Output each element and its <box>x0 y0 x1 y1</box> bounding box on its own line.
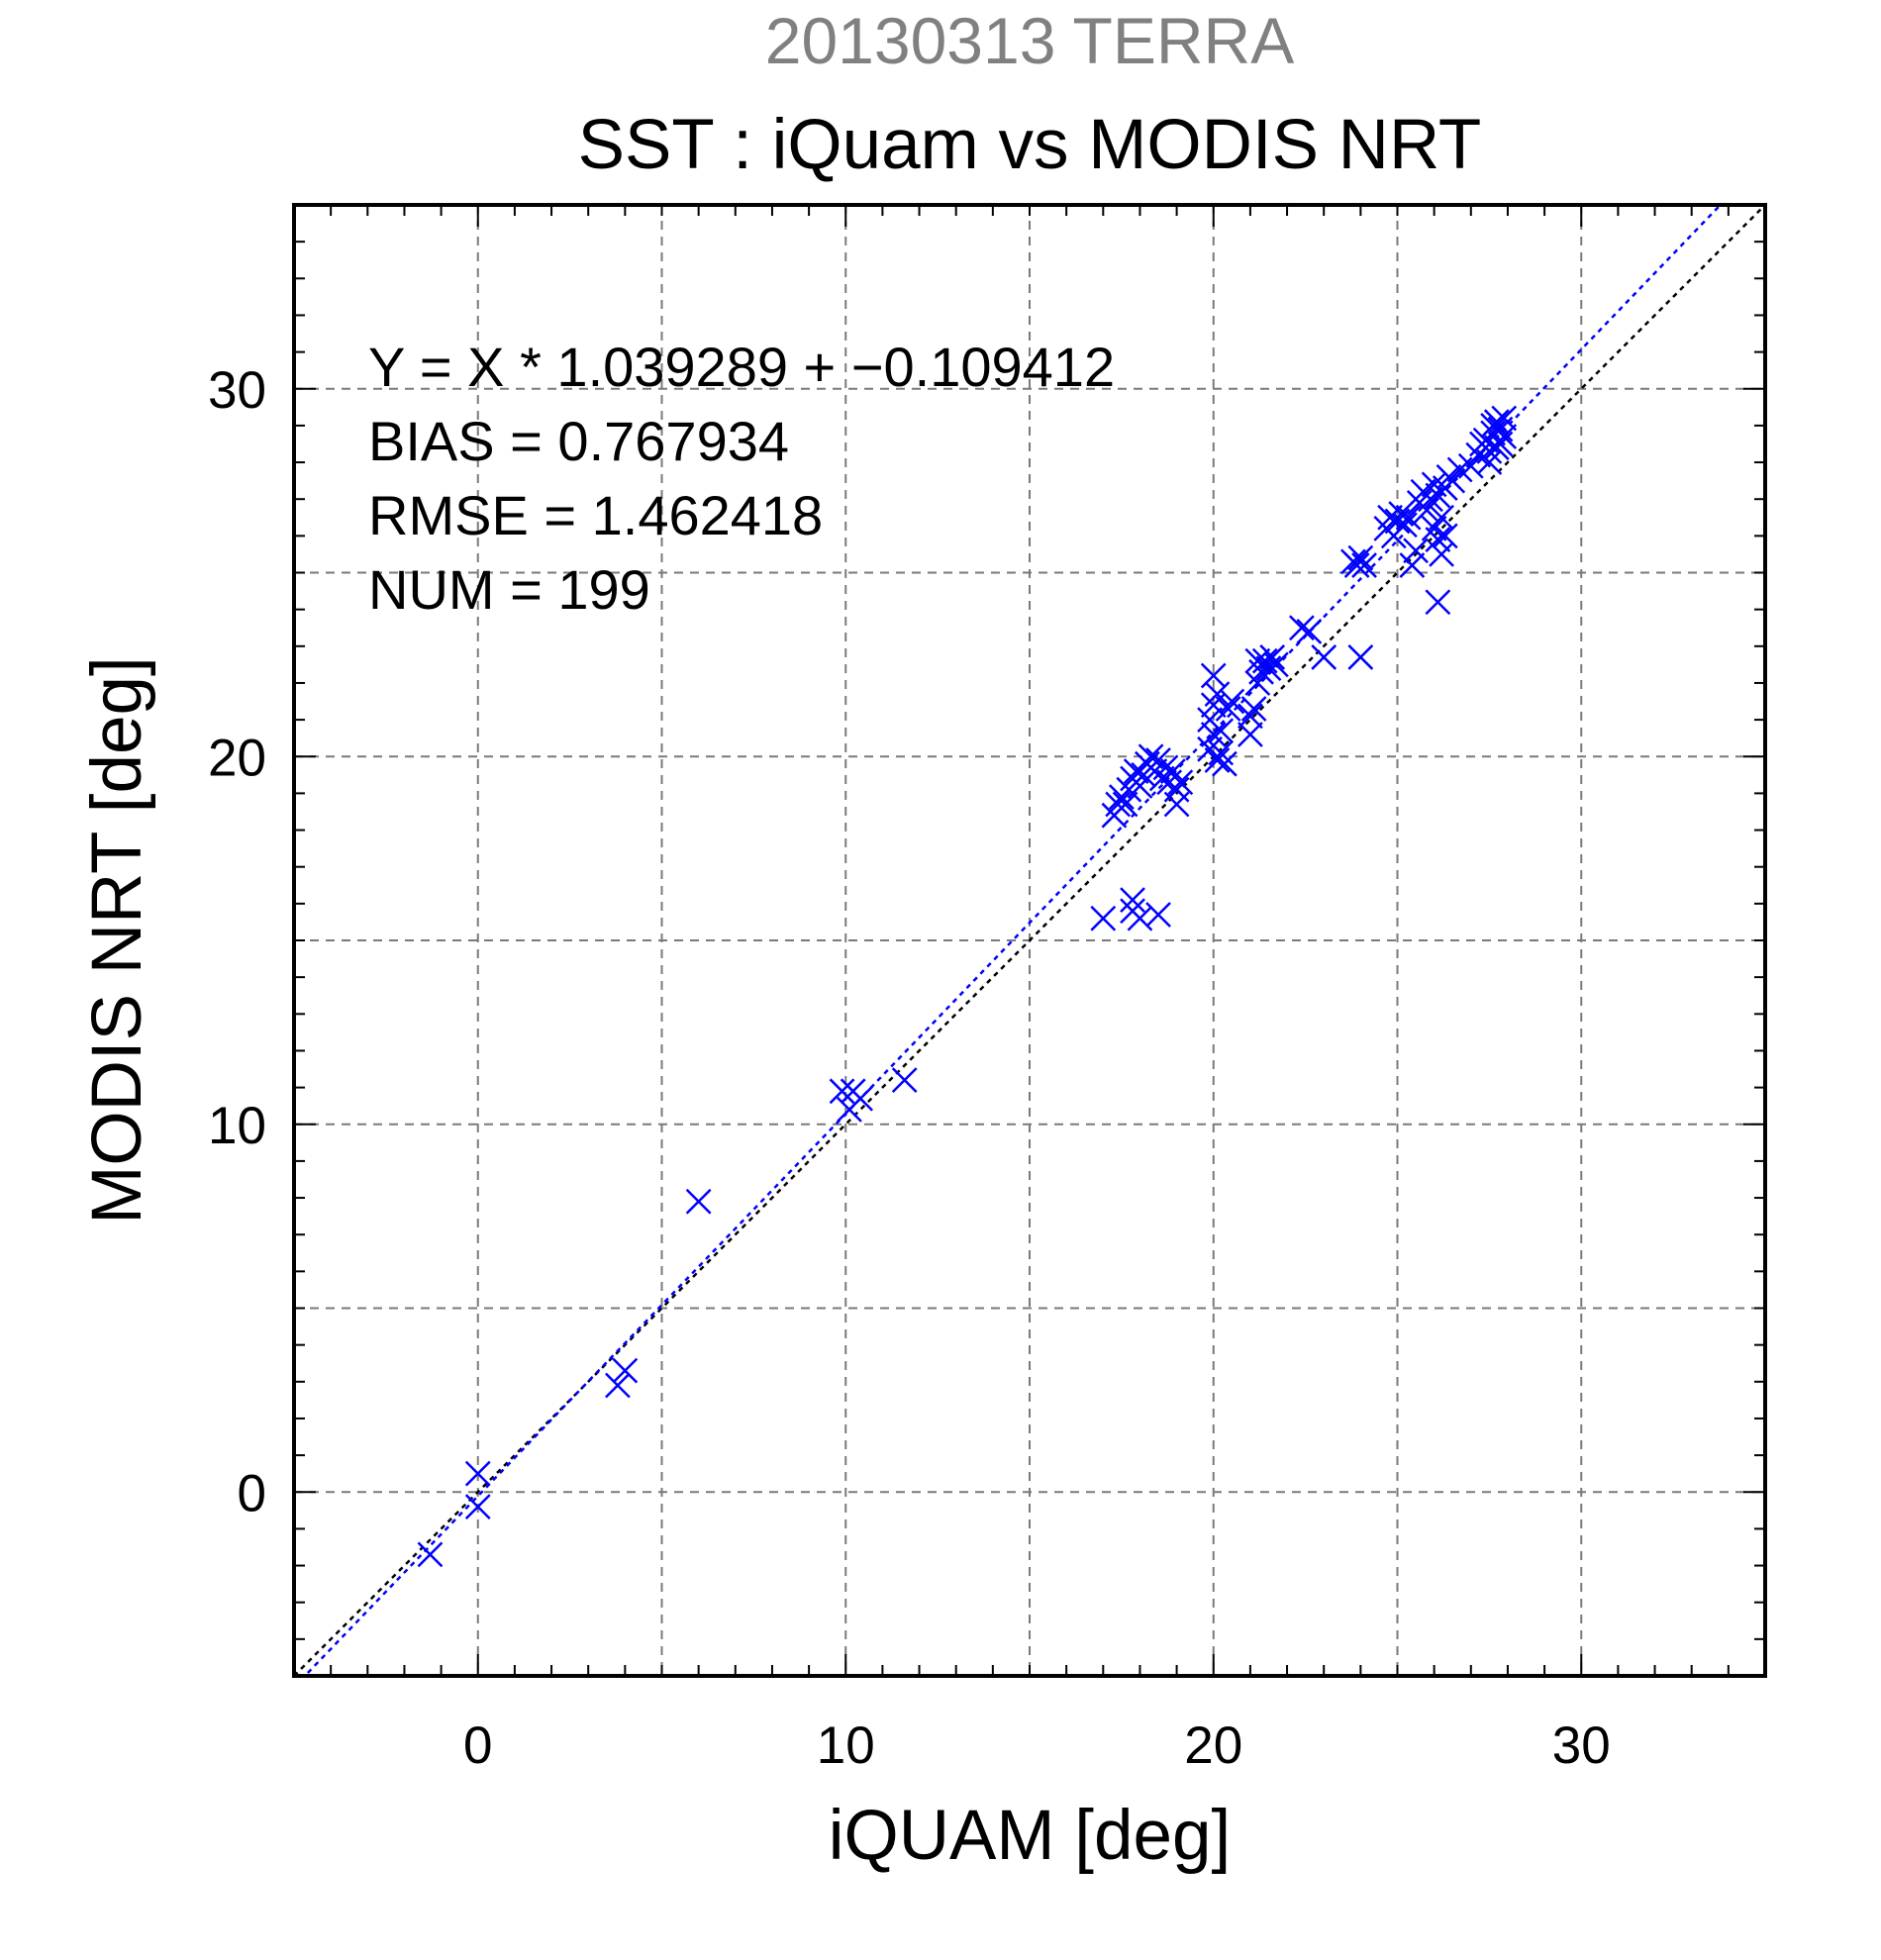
chart-title-line2: SST : iQuam vs MODIS NRT <box>578 106 1482 184</box>
y-tick-label: 20 <box>208 729 266 787</box>
data-point <box>1163 776 1190 803</box>
data-point <box>1351 552 1377 578</box>
data-point <box>1127 905 1153 931</box>
x-axis-label: iQUAM [deg] <box>829 1797 1231 1875</box>
data-point <box>1429 541 1454 567</box>
y-axis-label: MODIS NRT [deg] <box>78 656 156 1224</box>
data-point <box>1403 538 1429 564</box>
data-point <box>1167 769 1194 796</box>
data-point <box>612 1357 639 1384</box>
data-point <box>1347 544 1374 571</box>
data-point <box>685 1188 712 1215</box>
data-point <box>1425 589 1451 616</box>
data-point <box>1296 619 1323 644</box>
data-point <box>1138 743 1164 770</box>
data-point <box>891 1067 918 1094</box>
data-point <box>1311 644 1337 670</box>
y-tick-label: 30 <box>208 361 266 420</box>
data-point <box>1208 718 1235 744</box>
data-point <box>1476 449 1503 475</box>
data-point <box>1469 431 1495 457</box>
data-point <box>847 1085 873 1112</box>
data-point <box>1090 905 1117 931</box>
data-point <box>1200 722 1227 747</box>
x-tick-label: 10 <box>817 1716 875 1775</box>
data-point <box>417 1541 444 1568</box>
data-point <box>1392 512 1418 539</box>
data-point <box>1259 644 1286 670</box>
stats-annotation: Y = X * 1.039289 + −0.109412 BIAS = 0.76… <box>368 336 1115 621</box>
data-point <box>1432 523 1458 549</box>
data-point <box>1238 703 1263 730</box>
plot-frame <box>292 203 1767 1678</box>
data-point <box>1105 791 1132 818</box>
data-point <box>1395 504 1422 531</box>
y-tick-label: 10 <box>208 1097 266 1155</box>
data-point <box>1215 696 1241 722</box>
x-tick-label: 0 <box>463 1716 492 1775</box>
grid-lines <box>294 205 1765 1676</box>
data-points <box>417 405 1518 1568</box>
data-point <box>1219 688 1245 715</box>
data-point <box>1289 615 1315 641</box>
x-tick-label: 20 <box>1184 1716 1242 1775</box>
rmse-value: RMSE = 1.462418 <box>368 484 823 546</box>
data-point <box>1418 486 1443 513</box>
data-point <box>1212 750 1238 777</box>
data-point <box>1145 902 1171 928</box>
data-point <box>1240 696 1267 722</box>
data-point <box>1263 651 1289 678</box>
identity-line <box>294 205 1765 1676</box>
data-point <box>1399 552 1426 578</box>
chart-title-line1: 20130313 TERRA <box>765 4 1294 77</box>
data-point <box>1204 747 1231 773</box>
x-tick-label: 30 <box>1552 1716 1611 1775</box>
data-point <box>1425 527 1451 552</box>
data-point <box>1204 681 1231 707</box>
num-value: NUM = 199 <box>368 558 650 621</box>
data-point <box>1439 467 1466 494</box>
bias-value: BIAS = 0.767934 <box>368 410 789 472</box>
data-point <box>1238 722 1263 747</box>
regression-fit-line <box>303 205 1723 1676</box>
regression-equation: Y = X * 1.039289 + −0.109412 <box>368 336 1115 398</box>
data-point <box>464 1494 491 1519</box>
data-point <box>1343 552 1370 578</box>
data-point <box>1487 416 1514 442</box>
y-tick-label: 0 <box>238 1464 266 1522</box>
tick-labels: 0 0 10 10 20 20 30 30 <box>208 361 1611 1775</box>
data-point <box>1112 791 1138 818</box>
data-point <box>1163 791 1190 818</box>
data-point <box>1120 887 1145 914</box>
data-point <box>829 1078 855 1105</box>
data-point <box>1347 644 1374 670</box>
data-point <box>1480 413 1506 439</box>
data-point <box>605 1372 631 1399</box>
data-point <box>464 1460 491 1487</box>
